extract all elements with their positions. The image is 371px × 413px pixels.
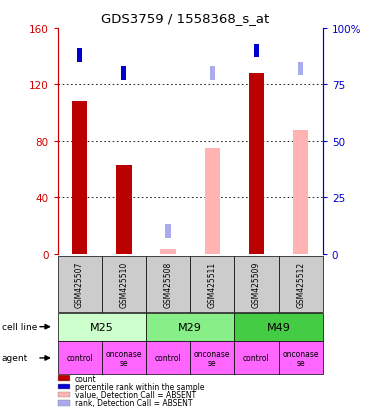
Text: M49: M49	[267, 322, 290, 332]
Text: onconase
se: onconase se	[106, 349, 142, 368]
Bar	[121, 67, 127, 81]
Text: GSM425509: GSM425509	[252, 261, 261, 307]
Text: GSM425508: GSM425508	[164, 261, 173, 307]
Bar	[254, 45, 259, 58]
Bar	[298, 63, 303, 76]
Text: count: count	[75, 374, 96, 382]
Text: GDS3759 / 1558368_s_at: GDS3759 / 1558368_s_at	[101, 12, 270, 25]
Bar	[160, 250, 176, 254]
Bar	[72, 102, 87, 254]
Bar	[249, 74, 264, 254]
Text: GSM425512: GSM425512	[296, 261, 305, 307]
Text: GSM425507: GSM425507	[75, 261, 84, 307]
Bar	[116, 165, 132, 254]
Bar	[77, 49, 82, 63]
Text: onconase
se: onconase se	[194, 349, 230, 368]
Text: control: control	[155, 354, 181, 363]
Bar	[210, 67, 215, 81]
Text: GSM425510: GSM425510	[119, 261, 128, 307]
Text: percentile rank within the sample: percentile rank within the sample	[75, 382, 204, 391]
Bar	[293, 130, 308, 254]
Text: control: control	[243, 354, 270, 363]
Text: control: control	[66, 354, 93, 363]
Text: GSM425511: GSM425511	[208, 261, 217, 307]
Text: M29: M29	[178, 322, 202, 332]
Text: value, Detection Call = ABSENT: value, Detection Call = ABSENT	[75, 390, 196, 399]
Text: M25: M25	[90, 322, 114, 332]
Bar	[204, 149, 220, 254]
Text: agent: agent	[2, 354, 28, 363]
Text: rank, Detection Call = ABSENT: rank, Detection Call = ABSENT	[75, 399, 193, 407]
Bar	[165, 225, 171, 238]
Text: cell line: cell line	[2, 323, 37, 331]
Text: onconase
se: onconase se	[282, 349, 319, 368]
